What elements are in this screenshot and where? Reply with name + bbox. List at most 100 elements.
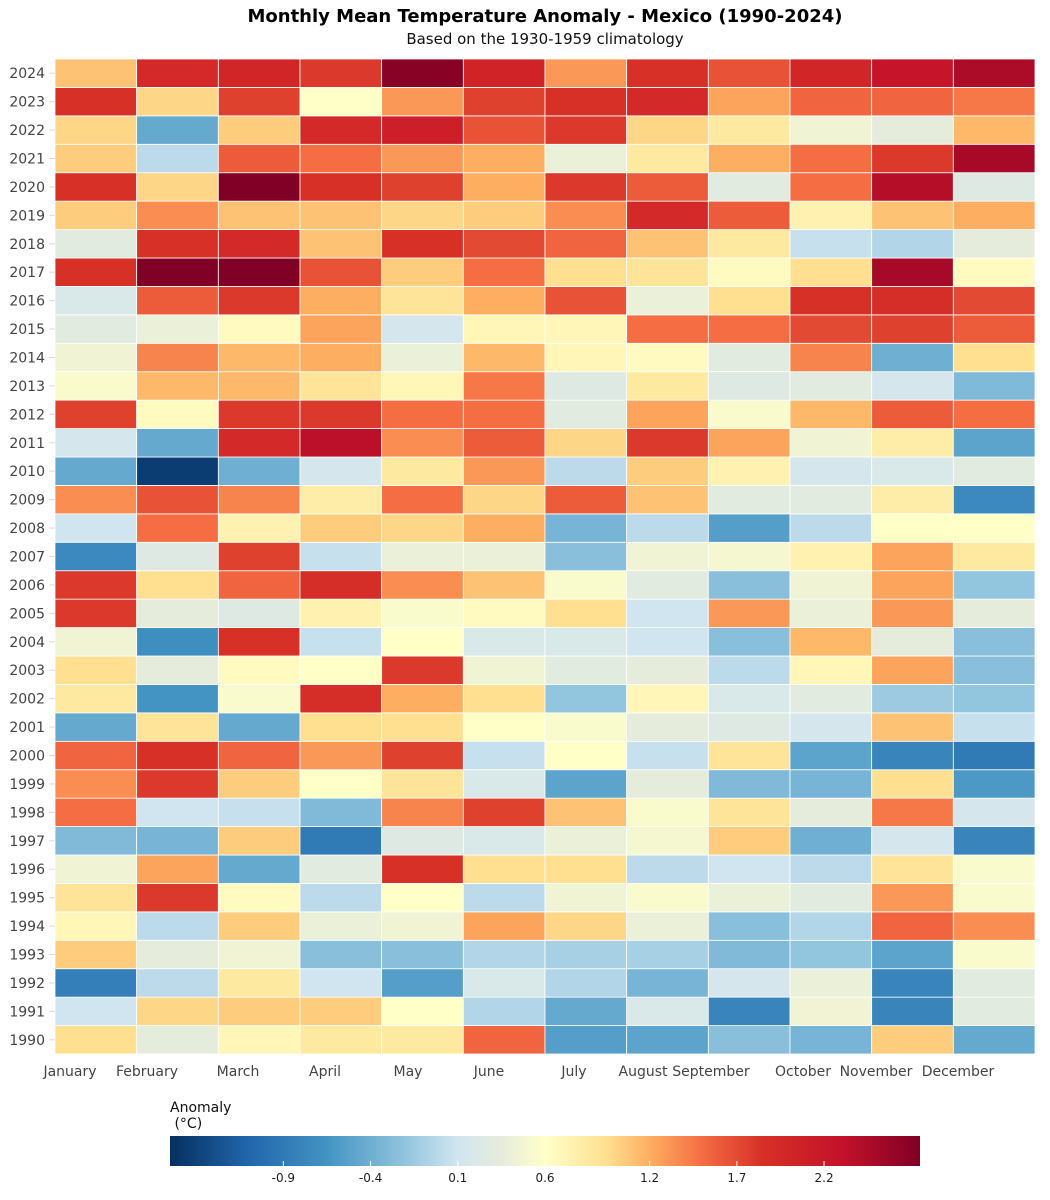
heatmap-cell xyxy=(136,712,219,742)
heatmap-cell xyxy=(462,797,546,827)
heatmap-cell xyxy=(381,1025,464,1055)
heatmap-cell xyxy=(789,712,873,742)
heatmap-cell xyxy=(299,115,383,145)
heatmap-cell xyxy=(299,684,383,714)
heatmap-cell xyxy=(626,286,709,316)
heatmap-cell xyxy=(462,399,546,429)
x-tick-label: November xyxy=(840,1064,913,1080)
colorbar-tick-label: 1.7 xyxy=(727,1171,746,1185)
y-tick-label: 1999 xyxy=(9,777,45,793)
heatmap-cell xyxy=(626,826,709,856)
heatmap-cell xyxy=(626,200,709,230)
heatmap-cell xyxy=(626,115,709,145)
heatmap-cell xyxy=(707,797,791,827)
heatmap-cell xyxy=(299,1025,383,1055)
heatmap-cell xyxy=(626,143,709,174)
heatmap-cell xyxy=(544,428,628,458)
heatmap-cell xyxy=(952,229,1036,259)
heatmap-cell xyxy=(54,456,138,486)
heatmap-cell xyxy=(217,371,301,401)
heatmap-cell xyxy=(462,968,546,998)
heatmap-cell xyxy=(136,513,219,543)
heatmap-cell xyxy=(462,87,546,117)
heatmap-cell xyxy=(626,883,709,913)
heatmap-cell xyxy=(626,854,709,884)
heatmap-cell xyxy=(462,541,546,572)
heatmap-cell xyxy=(217,797,301,827)
y-tick-label: 2005 xyxy=(9,606,45,622)
heatmap-cell xyxy=(626,58,709,88)
y-tick-label: 2021 xyxy=(9,152,45,168)
heatmap-cell xyxy=(871,854,954,884)
heatmap-cell xyxy=(707,570,791,600)
heatmap-cell xyxy=(381,257,464,287)
colorbar-tick-label: 1.2 xyxy=(640,1171,659,1185)
heatmap-cell xyxy=(217,1025,301,1055)
heatmap-cell xyxy=(217,399,301,429)
heatmap-cell xyxy=(789,570,873,600)
heatmap-cell xyxy=(217,541,301,572)
heatmap-cell xyxy=(217,911,301,941)
heatmap-cell xyxy=(952,513,1036,543)
heatmap-cell xyxy=(707,172,791,202)
heatmap-cell xyxy=(381,627,464,657)
heatmap-cell xyxy=(462,854,546,884)
heatmap-cell xyxy=(544,655,628,685)
heatmap-cell xyxy=(381,371,464,401)
heatmap-cell xyxy=(381,428,464,458)
y-tick-label: 2000 xyxy=(9,749,45,765)
x-tick-label: September xyxy=(672,1064,750,1080)
heatmap-cell xyxy=(544,371,628,401)
heatmap-cell xyxy=(871,513,954,543)
heatmap-cell xyxy=(544,883,628,913)
heatmap-cell xyxy=(871,769,954,799)
heatmap-cell xyxy=(871,314,954,344)
heatmap-cell xyxy=(952,399,1036,429)
heatmap-cell xyxy=(54,797,138,827)
heatmap-cell xyxy=(871,200,954,230)
heatmap-cell xyxy=(136,115,219,145)
heatmap-cell xyxy=(626,797,709,827)
heatmap-cell xyxy=(544,342,628,373)
heatmap-cell xyxy=(871,541,954,572)
heatmap-cell xyxy=(217,968,301,998)
heatmap-cell xyxy=(462,342,546,373)
x-tick-label: January xyxy=(42,1064,96,1080)
heatmap-cell xyxy=(871,598,954,628)
heatmap-cell xyxy=(707,485,791,515)
y-tick-label: 1992 xyxy=(9,976,45,992)
heatmap-cell xyxy=(299,513,383,543)
heatmap-cell xyxy=(381,740,464,771)
heatmap-cell xyxy=(381,485,464,515)
y-tick-label: 2014 xyxy=(9,351,45,367)
colorbar-tick-label: 0.1 xyxy=(448,1171,467,1185)
heatmap-cell xyxy=(789,684,873,714)
heatmap-cell xyxy=(462,826,546,856)
heatmap-cell xyxy=(707,257,791,287)
heatmap-cell xyxy=(462,712,546,742)
heatmap-cell xyxy=(381,314,464,344)
heatmap-cell xyxy=(217,143,301,174)
heatmap-cell xyxy=(789,513,873,543)
heatmap-cell xyxy=(136,797,219,827)
heatmap-cell xyxy=(462,58,546,88)
heatmap-cell xyxy=(544,1025,628,1055)
heatmap-cell xyxy=(952,456,1036,486)
heatmap-cell xyxy=(217,513,301,543)
heatmap-cells xyxy=(54,58,1036,1055)
heatmap-cell xyxy=(54,740,138,771)
heatmap-cell xyxy=(544,485,628,515)
heatmap-cell xyxy=(217,428,301,458)
heatmap-cell xyxy=(789,428,873,458)
heatmap-cell xyxy=(136,684,219,714)
heatmap-cell xyxy=(707,428,791,458)
heatmap-cell xyxy=(707,911,791,941)
heatmap-cell xyxy=(871,826,954,856)
y-tick-label: 2018 xyxy=(9,237,45,253)
heatmap-cell xyxy=(299,58,383,88)
heatmap-cell xyxy=(136,740,219,771)
heatmap-cell xyxy=(217,314,301,344)
x-tick-label: October xyxy=(775,1064,831,1080)
heatmap-cell xyxy=(789,797,873,827)
y-tick-label: 2015 xyxy=(9,322,45,338)
